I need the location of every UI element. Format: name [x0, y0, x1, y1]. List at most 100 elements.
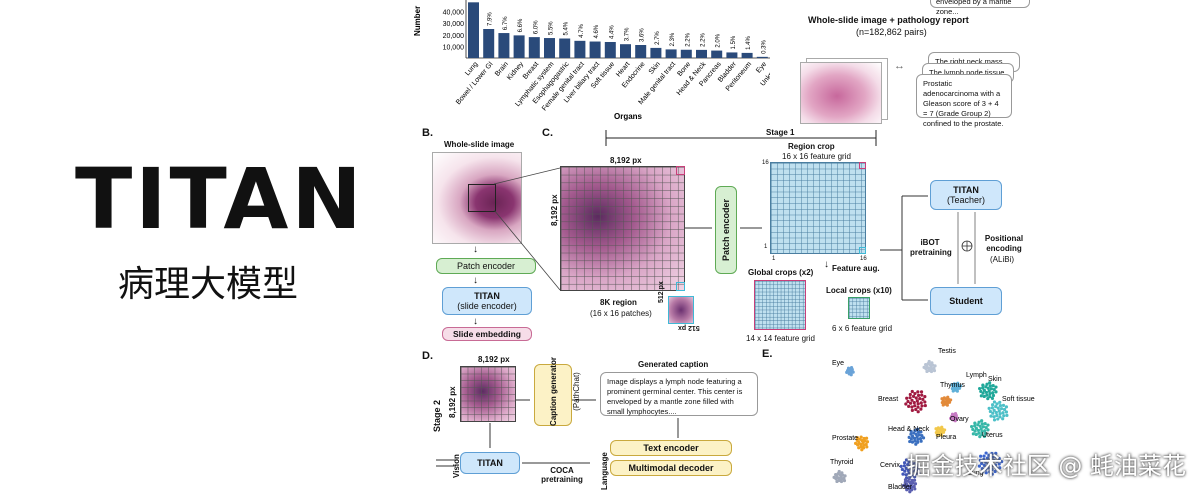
bar-data-label: 7.9%	[488, 12, 494, 26]
local-crop-grid	[848, 297, 870, 319]
umap-point	[988, 394, 992, 399]
umap-point	[990, 464, 994, 468]
umap-point	[903, 480, 907, 484]
umap-point	[913, 429, 917, 433]
umap-point	[986, 423, 990, 427]
umap-point	[982, 463, 986, 468]
umap-point	[981, 383, 985, 387]
umap-point	[910, 470, 914, 474]
umap-point	[923, 403, 927, 408]
umap-point	[906, 399, 910, 404]
umap-cluster-label: Uterus	[982, 432, 1003, 439]
umap-point	[842, 479, 847, 483]
umap-point	[907, 404, 911, 408]
umap-point	[987, 406, 991, 411]
umap-point	[973, 429, 977, 433]
patch-encoder-box-b: Patch encoder	[436, 258, 536, 274]
region-crop-grid	[770, 162, 866, 254]
bar	[756, 56, 768, 58]
umap-point	[916, 468, 921, 472]
titan-vision-box: TITAN	[460, 452, 520, 474]
umap-point	[913, 439, 917, 443]
titan-teacher-title: TITAN	[953, 185, 979, 195]
feature-aug-label: Feature aug.	[832, 264, 880, 273]
panel-e-label: E.	[762, 348, 773, 360]
umap-point	[939, 433, 943, 437]
umap-point	[914, 407, 918, 412]
umap-cluster-label: Thymus	[940, 382, 965, 389]
panel-d-label: D.	[422, 350, 433, 362]
umap-point	[899, 464, 903, 469]
region-corner-cyan	[676, 282, 685, 291]
umap-point	[912, 400, 916, 405]
umap-point	[909, 429, 913, 434]
umap-point	[982, 388, 986, 392]
bar-data-label: 2.0%	[716, 33, 722, 47]
umap-point	[921, 397, 925, 402]
umap-point	[903, 469, 907, 473]
umap-point	[987, 389, 991, 393]
umap-point	[976, 428, 981, 433]
titan-slide-encoder-title: TITAN	[474, 291, 500, 301]
umap-point	[980, 419, 984, 423]
panel-d-px-top: 8,192 px	[478, 355, 510, 364]
wsi-image	[432, 152, 522, 244]
umap-point	[916, 437, 920, 442]
umap-point	[996, 417, 1000, 421]
umap-point	[940, 425, 944, 429]
umap-point	[910, 434, 915, 439]
umap-point	[989, 461, 994, 465]
umap-point	[916, 405, 920, 409]
global-crop-grid	[754, 280, 806, 330]
stage-1-label: Stage 1	[766, 128, 795, 137]
bar-data-label: 3.6%	[640, 28, 646, 42]
umap-point	[956, 381, 960, 385]
region-sublabel: (16 x 16 patches)	[590, 309, 652, 318]
titan-figure: 10,000 20,000 30,000 40,000 Number Lung 7.9% Bo…	[410, 0, 1200, 495]
umap-point	[924, 362, 928, 367]
caption-generator-title: Caption generator	[548, 357, 558, 426]
umap-point	[997, 456, 1001, 461]
patch-encoder-c-label: Patch encoder	[721, 198, 731, 262]
umap-point	[982, 434, 987, 438]
patch-px-side: 512 px	[658, 281, 665, 303]
umap-cluster-label: Lung	[968, 470, 984, 477]
umap-point	[976, 423, 980, 427]
global-crops-label: Global crops (x2)	[748, 268, 814, 277]
umap-point	[994, 451, 998, 455]
umap-point	[950, 386, 954, 391]
patch-encoder-box-c: Patch encoder	[715, 186, 737, 274]
bar	[650, 47, 662, 58]
umap-point	[854, 441, 858, 445]
umap-point	[986, 397, 990, 401]
umap-point	[991, 391, 995, 395]
umap-point	[949, 416, 953, 420]
panel-c-label: C.	[542, 127, 553, 139]
region-8k-image	[560, 166, 685, 291]
umap-cluster-label: Skin	[988, 376, 1002, 383]
umap-point	[865, 445, 869, 449]
arrow-feature-aug: ↓	[824, 259, 829, 270]
umap-point	[908, 392, 912, 397]
umap-point	[996, 406, 1000, 410]
umap-point	[927, 359, 931, 364]
umap-point	[918, 396, 922, 401]
umap-point	[920, 404, 924, 408]
umap-point	[902, 461, 907, 465]
umap-point	[995, 413, 999, 418]
umap-point	[915, 427, 920, 431]
umap-point	[994, 404, 998, 409]
bar	[589, 41, 601, 58]
caption-generator-sub: (PathChat)	[571, 372, 581, 411]
bar-data-label: 6.0%	[533, 20, 539, 34]
positional-encoding-label: Positional encoding	[984, 234, 1024, 253]
umap-point	[832, 475, 836, 479]
umap-point	[973, 421, 977, 425]
umap-point	[934, 427, 938, 431]
umap-point	[979, 394, 983, 398]
umap-point	[998, 404, 1003, 408]
umap-point	[982, 457, 986, 462]
bar-data-label: 6.6%	[518, 18, 524, 32]
umap-point	[913, 461, 918, 465]
umap-point	[994, 390, 998, 394]
